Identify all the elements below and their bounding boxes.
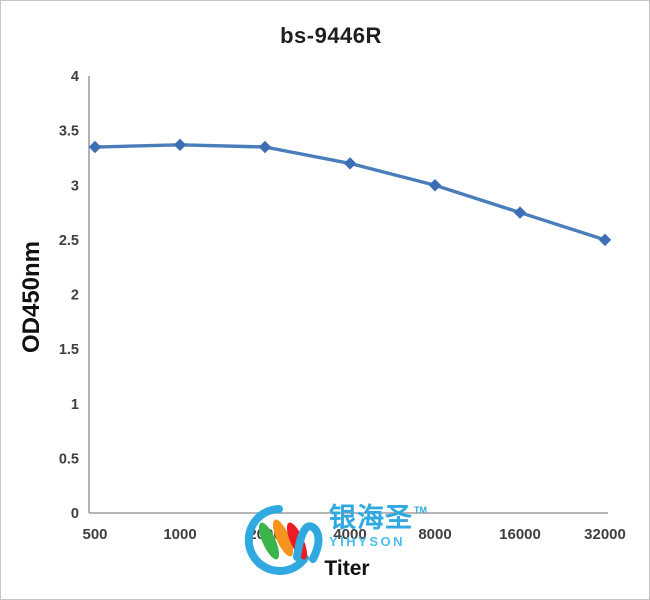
- y-tick-label: 4: [71, 69, 79, 85]
- data-point-marker: [88, 140, 102, 154]
- x-tick-label: 8000: [418, 526, 451, 543]
- x-tick-label: 16000: [499, 526, 541, 543]
- y-tick-label: 2.5: [59, 233, 79, 249]
- y-tick-label: 0: [71, 506, 79, 522]
- x-axis-title: Titer: [324, 557, 370, 580]
- x-tick-label: 4000: [333, 526, 366, 543]
- x-tick-label: 500: [82, 526, 107, 543]
- y-tick-label: 3: [71, 178, 79, 194]
- data-point-marker: [173, 138, 187, 152]
- y-tick-label: 0.5: [59, 451, 79, 467]
- y-tick-label: 1.5: [59, 342, 79, 358]
- yihyson-logo-icon: [244, 505, 323, 575]
- x-tick-label: 32000: [584, 526, 626, 543]
- watermark-en-name: YIHYSON: [329, 534, 406, 549]
- data-point-marker: [258, 140, 272, 154]
- y-tick-label: 2: [71, 288, 79, 304]
- data-point-marker: [343, 157, 357, 170]
- data-point-marker: [598, 233, 612, 247]
- y-tick-label: 1: [71, 397, 79, 413]
- chart-title: bs-9446R: [280, 23, 382, 48]
- x-tick-label: 1000: [163, 526, 196, 543]
- watermark: 银海圣 TM YIHYSON: [239, 505, 427, 577]
- data-point-marker: [428, 179, 442, 192]
- data-point-marker: [513, 206, 527, 219]
- trademark-symbol: TM: [414, 505, 427, 515]
- watermark-text: 银海圣 TM YIHYSON: [329, 505, 427, 548]
- y-tick-label: 3.5: [59, 124, 79, 140]
- watermark-cn-name: 银海圣: [329, 503, 413, 534]
